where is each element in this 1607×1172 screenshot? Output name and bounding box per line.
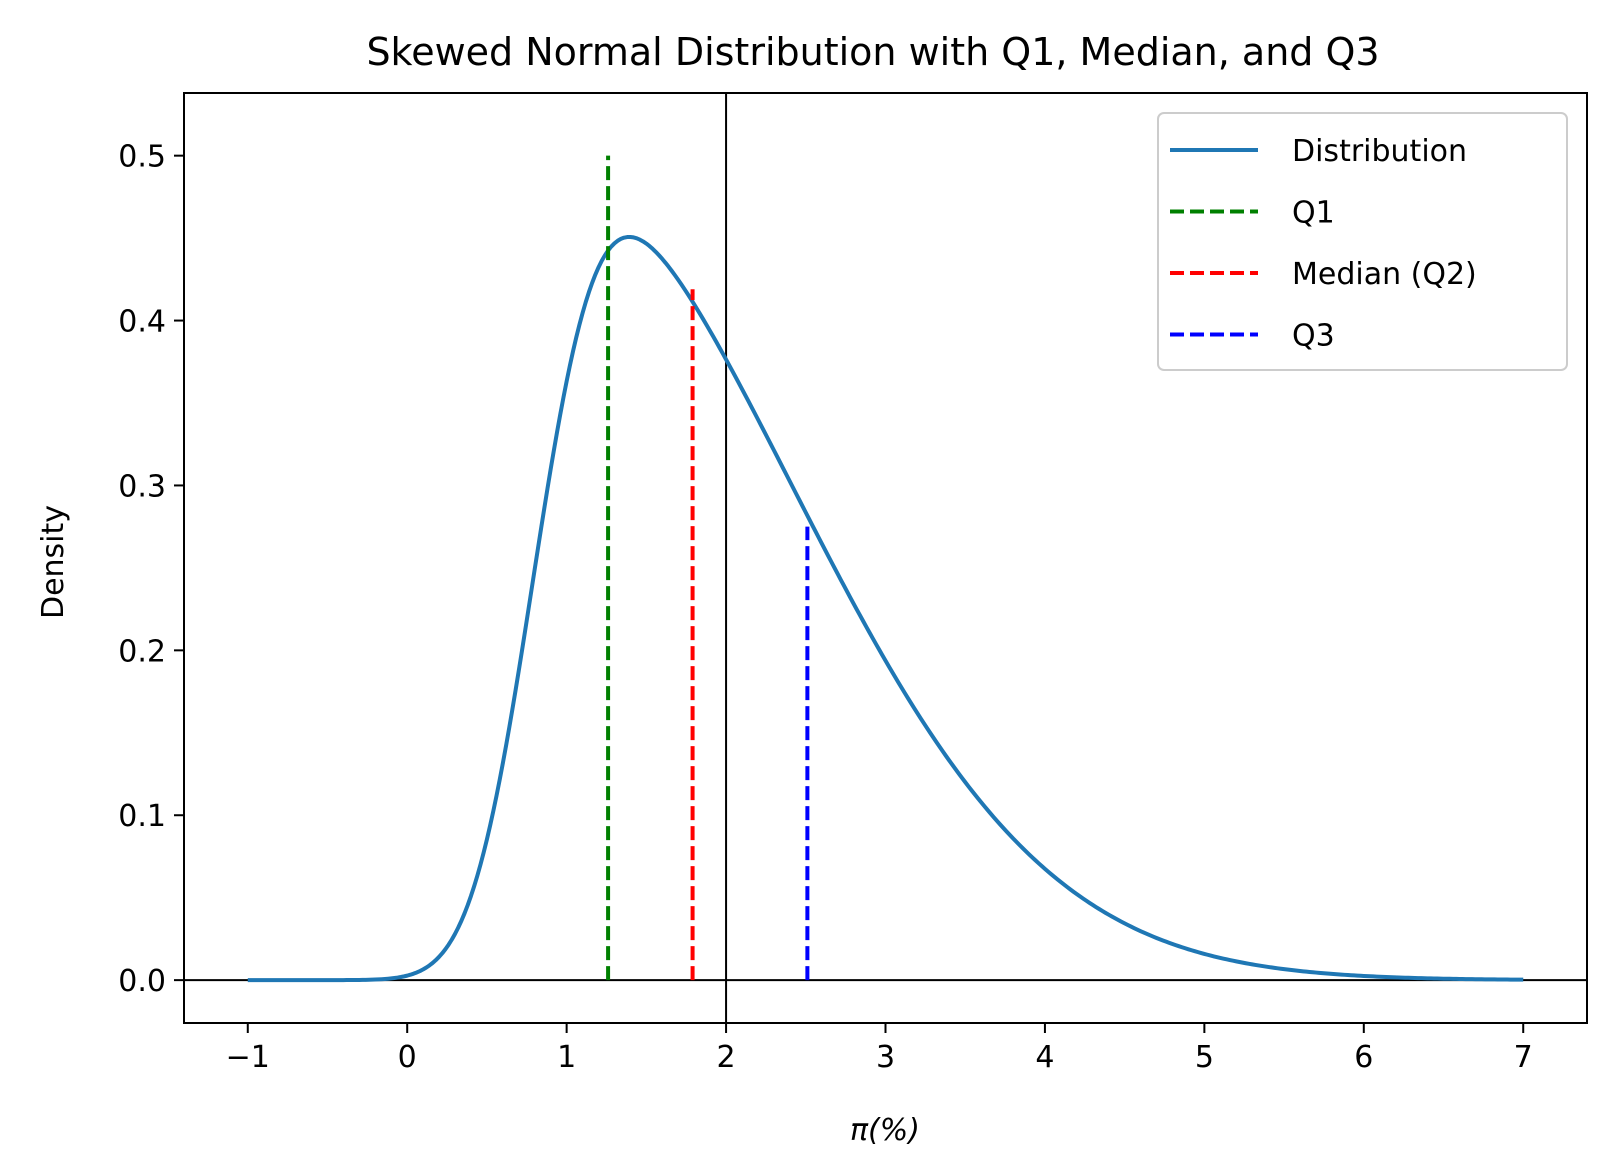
legend-label: Q3 [1292,319,1335,354]
x-tick-label: 2 [717,1040,736,1075]
legend-label: Distribution [1292,134,1467,169]
x-tick-label: 4 [1035,1040,1054,1075]
x-axis: −1 0 1 2 3 4 5 6 7 [226,1023,1533,1075]
chart-title: Skewed Normal Distribution with Q1, Medi… [366,30,1379,74]
series-line-distribution [247,234,1524,983]
x-tick-label: 5 [1195,1040,1214,1075]
y-tick-label: 0.1 [118,799,166,834]
legend: Distribution Q1 Median (Q2) Q3 [1157,112,1568,371]
y-tick-label: 0.0 [118,964,166,999]
x-tick-label: 6 [1354,1040,1373,1075]
x-tick-label: 1 [557,1040,576,1075]
y-axis-label: Density [36,505,71,619]
y-tick-label: 0.2 [118,634,166,669]
y-tick-label: 0.4 [118,305,166,340]
legend-label: Median (Q2) [1292,257,1477,292]
legend-frame [1157,112,1568,371]
x-tick-label: −1 [226,1040,270,1075]
legend-label: Q1 [1292,196,1335,231]
x-axis-label: π(%) [850,1113,920,1148]
y-tick-label: 0.5 [118,140,166,175]
x-tick-label: 0 [398,1040,417,1075]
x-tick-label: 7 [1514,1040,1533,1075]
y-axis: 0.0 0.1 0.2 0.3 0.4 0.5 [118,140,184,999]
y-tick-label: 0.3 [118,469,166,504]
x-tick-label: 3 [876,1040,895,1075]
